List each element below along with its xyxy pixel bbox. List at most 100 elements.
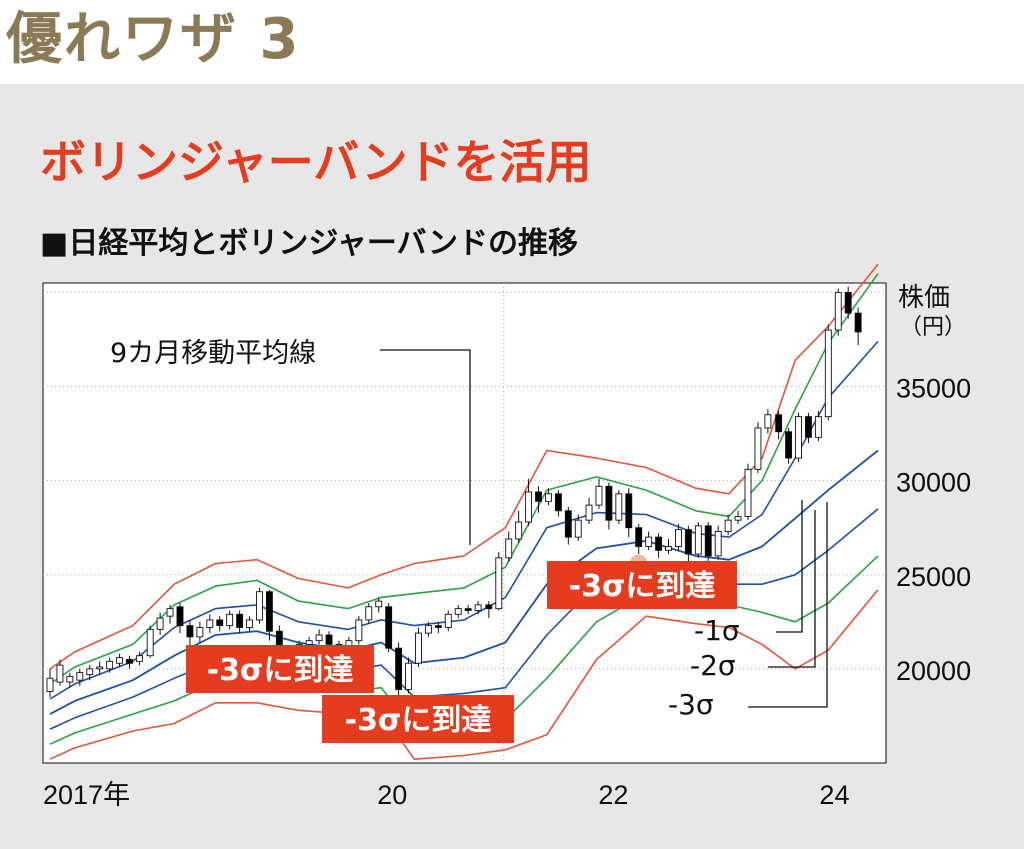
- candle: [724, 519, 732, 532]
- candle: [564, 510, 572, 538]
- candle: [46, 677, 54, 692]
- candle: [704, 525, 712, 557]
- candle: [424, 625, 432, 634]
- candle: [505, 538, 513, 559]
- candle: [744, 468, 752, 517]
- candle: [495, 557, 503, 610]
- candle: [795, 416, 802, 459]
- candle: [554, 493, 562, 512]
- candle: [256, 591, 263, 621]
- candle: [76, 672, 84, 681]
- x-tick-label: 20: [377, 780, 407, 810]
- candle: [206, 619, 214, 628]
- candle: [645, 536, 653, 547]
- candle: [135, 655, 143, 662]
- band-p1: [49, 340, 879, 700]
- candle: [635, 527, 643, 547]
- plot-area: [42, 282, 887, 764]
- page-header-title: 優れワザ 3: [6, 7, 301, 72]
- candle: [444, 613, 452, 628]
- candle: [675, 529, 682, 547]
- x-tick-label: 22: [598, 780, 628, 810]
- candle: [106, 660, 114, 670]
- candle: [854, 312, 862, 333]
- y-tick-label: 25000: [896, 562, 971, 592]
- sigma-label-m1: -1σ: [694, 614, 740, 647]
- candle: [804, 416, 812, 438]
- candle: [236, 613, 244, 628]
- candle: [365, 606, 373, 621]
- candle: [434, 625, 442, 628]
- candle: [226, 613, 234, 627]
- candle: [814, 416, 822, 438]
- candle: [714, 531, 722, 557]
- candle: [615, 493, 623, 521]
- y-axis-unit: （円）: [900, 315, 966, 340]
- candle: [355, 619, 363, 642]
- candle: [116, 657, 124, 664]
- candle: [464, 608, 472, 611]
- candle: [246, 619, 253, 628]
- candle: [595, 485, 603, 506]
- sigma-label-m2: -2σ: [690, 649, 736, 682]
- candle: [605, 485, 613, 521]
- candle: [585, 504, 593, 521]
- candle: [156, 617, 164, 630]
- candle: [655, 536, 663, 551]
- candle: [844, 291, 852, 314]
- callout-box-1: [186, 645, 374, 693]
- sigma-leader-m3: [748, 502, 828, 708]
- candle: [694, 525, 702, 555]
- candle: [515, 521, 523, 540]
- candle: [56, 664, 64, 683]
- candle: [166, 608, 174, 617]
- callout-box-2: [322, 695, 514, 743]
- candle: [375, 600, 383, 608]
- ma-label: 9カ月移動平均線: [110, 338, 316, 369]
- candle: [785, 431, 793, 459]
- callout-text-2: -3σに到達: [345, 703, 492, 738]
- candle: [196, 627, 204, 638]
- candle: [684, 529, 692, 555]
- candle: [824, 329, 832, 418]
- candle: [265, 591, 273, 632]
- candle: [775, 414, 783, 433]
- candle: [474, 604, 482, 611]
- ma-leader: [380, 349, 471, 545]
- chart-subtitle: ■日経平均とボリンジャーバンドの推移: [40, 226, 579, 261]
- callout-text-1: -3σに到達: [207, 653, 354, 688]
- sigma-leader-m1: [776, 500, 803, 633]
- candle: [545, 493, 552, 502]
- candle: [574, 519, 582, 538]
- candle: [405, 662, 412, 691]
- candle: [385, 606, 393, 649]
- candle: [764, 414, 772, 429]
- callout-box-3: [547, 561, 737, 609]
- candle: [216, 619, 224, 627]
- candle: [535, 491, 542, 502]
- callout-text-3: -3σに到達: [569, 569, 716, 604]
- candle: [86, 668, 94, 675]
- candle: [834, 291, 842, 331]
- y-axis-label: 株価: [898, 283, 950, 313]
- y-tick-label: 35000: [896, 374, 971, 404]
- candle: [625, 493, 633, 529]
- candle: [126, 659, 133, 664]
- chart-title: ボリンジャーバンドを活用: [40, 135, 592, 189]
- x-tick-label: 2017年: [43, 780, 130, 810]
- candle: [305, 640, 313, 645]
- candle: [176, 606, 184, 627]
- candle: [186, 625, 194, 638]
- candle: [665, 546, 672, 551]
- candle: [525, 491, 533, 523]
- y-tick-label: 20000: [896, 656, 971, 686]
- candle: [395, 647, 403, 691]
- candle: [754, 427, 762, 470]
- x-tick-label: 24: [819, 780, 849, 810]
- header-strip: [0, 0, 1024, 82]
- sigma-label-m3: -3σ: [668, 688, 714, 721]
- y-tick-label: 30000: [896, 468, 971, 498]
- sigma-leader-m2: [768, 510, 816, 668]
- candle: [415, 632, 422, 664]
